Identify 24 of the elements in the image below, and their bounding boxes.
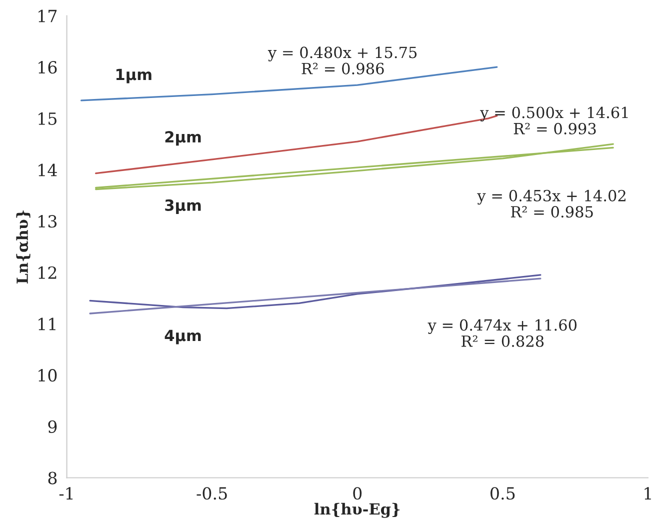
x-tick-label: 0 — [353, 487, 362, 500]
x-tick-label: 1 — [644, 487, 651, 500]
y-tick-label: 17 — [38, 10, 57, 22]
y-tick-label: 12 — [38, 266, 56, 279]
y-tick-label: 13 — [38, 215, 57, 228]
x-tick-label: -0.5 — [196, 487, 227, 500]
y-tick-label: 14 — [38, 164, 57, 176]
y-tick-label: 8 — [48, 472, 57, 484]
series-label: 2µm — [165, 131, 201, 146]
series-label: 4µm — [164, 330, 201, 344]
x-tick-label: 0.5 — [490, 487, 515, 500]
y-axis-title: Ln{αhυ} — [16, 210, 30, 284]
series-label: 1µm — [116, 68, 152, 84]
y-tick-label: 9 — [48, 420, 57, 433]
y-tick-label: 11 — [38, 318, 56, 330]
series-label: 3µm — [165, 199, 201, 214]
annotation: y = 0.453x + 14.02 R² = 0.985 — [477, 190, 626, 218]
annotation: y = 0.474x + 11.60 R² = 0.828 — [428, 319, 577, 347]
annotation: y = 0.480x + 15.75 R² = 0.986 — [268, 46, 417, 74]
y-tick-label: 15 — [38, 112, 56, 125]
x-tick-label: -1 — [59, 487, 73, 500]
y-tick-label: 10 — [38, 369, 57, 382]
x-axis-title: ln{hυ-Eg} — [314, 502, 400, 518]
y-tick-label: 16 — [38, 61, 57, 74]
